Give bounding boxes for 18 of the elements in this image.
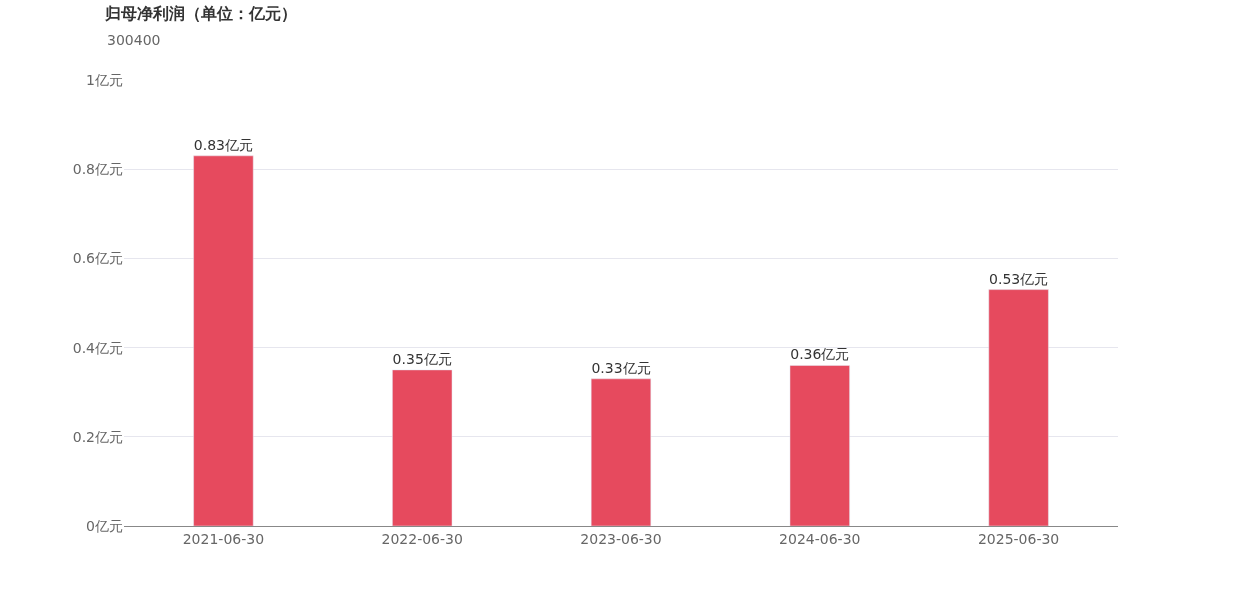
x-tick-label: 2023-06-30: [580, 530, 662, 547]
data-label: 0.53亿元: [989, 270, 1049, 287]
x-tick-label: 2022-06-30: [381, 530, 463, 547]
data-label: 0.83亿元: [193, 136, 253, 153]
y-tick-label: 0亿元: [86, 517, 123, 534]
y-tick-label: 0.8亿元: [72, 161, 123, 178]
data-label: 0.36亿元: [790, 346, 850, 363]
x-tick-label: 2024-06-30: [779, 530, 861, 547]
y-tick-label: 0.2亿元: [72, 428, 123, 445]
x-tick-label: 2021-06-30: [182, 530, 265, 547]
y-tick-label: 0.4亿元: [72, 339, 123, 356]
chart-subtitle: 300400: [107, 32, 161, 48]
data-label: 0.35亿元: [392, 350, 452, 367]
data-label: 0.33亿元: [591, 359, 651, 376]
chart-title: 归母净利润（单位：亿元）: [104, 3, 297, 23]
y-tick-label: 1亿元: [86, 71, 123, 88]
x-tick-label: 2025-06-30: [977, 530, 1060, 547]
y-tick-label: 0.6亿元: [72, 250, 123, 267]
